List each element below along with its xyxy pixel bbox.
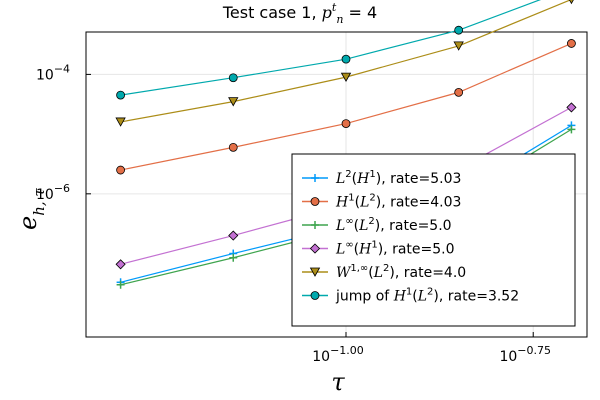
series-2 (116, 39, 576, 175)
legend-label: jump of H1(L2), rate=3.52 (335, 287, 519, 305)
data-point-triangle (340, 72, 352, 82)
x-axis-label: τ (331, 368, 345, 396)
data-point-circle (341, 119, 351, 128)
data-point-circle (116, 165, 125, 175)
data-point-circle (310, 291, 320, 300)
legend-entry: jump of H1(L2), rate=3.52 (302, 287, 519, 305)
chart-title: Test case 1, ptn = 4 (222, 1, 377, 26)
data-point-triangle (309, 267, 321, 277)
y-axis-label: eh, τ (14, 188, 48, 230)
data-point-plus (311, 174, 319, 182)
x-tick-label: 10−1.00 (312, 344, 364, 365)
data-point-circle (454, 87, 464, 97)
series-5 (115, 0, 574, 127)
title-layer: Test case 1, ptn = 4 (222, 1, 377, 26)
data-point-triangle (115, 117, 126, 127)
legend-entry: L2(H1), rate=5.03 (302, 169, 461, 187)
series-6 (116, 0, 542, 100)
data-point-circle (310, 197, 320, 206)
legend: L2(H1), rate=5.03 H1(L2), rate=4.03 L∞(L2)… (291, 153, 576, 327)
legend-entry: L∞(L2), rate=5.0 (302, 216, 452, 234)
legend-entry: W1,∞(L2), rate=4.0 (302, 263, 466, 281)
data-point-plus (567, 125, 576, 134)
data-point-circle (454, 25, 464, 35)
data-point-plus (229, 253, 238, 262)
data-point-triangle (569, 0, 574, 5)
y-tick-label: 10−4 (36, 62, 70, 83)
plot-frame (85, 31, 588, 338)
legend-label: L∞(L2), rate=5.0 (335, 216, 452, 234)
data-point-circle (228, 142, 238, 152)
x-tick-label: 10−0.75 (499, 344, 551, 365)
axislabel-layer: τ eh, τ (14, 188, 345, 396)
legend-entry: H1(L2), rate=4.03 (302, 193, 461, 211)
data-point-diamond (228, 230, 239, 241)
legend-entry: L∞(H1), rate=5.0 (302, 240, 455, 258)
tick-layer: 10−1.00 10−0.75 10−6 10−4 (36, 62, 551, 365)
data-point-circle (116, 90, 125, 100)
data-point-diamond (115, 259, 126, 270)
data-point-plus (116, 280, 125, 289)
legend-box (291, 153, 576, 327)
data-point-diamond (566, 102, 577, 113)
data-point-triangle (228, 97, 239, 107)
data-point-circle (567, 39, 576, 48)
legend-label: H1(L2), rate=4.03 (335, 193, 461, 211)
data-point-circle (341, 54, 351, 64)
data-point-plus (311, 221, 319, 229)
legend-label: L∞(H1), rate=5.0 (335, 240, 455, 258)
y-tick-label: 10−6 (36, 182, 70, 203)
data-point-circle (228, 73, 238, 83)
data-point-triangle (453, 41, 464, 51)
legend-label: W1,∞(L2), rate=4.0 (336, 263, 466, 281)
legend-label: L2(H1), rate=5.03 (335, 169, 461, 187)
data-point-diamond (309, 243, 321, 254)
